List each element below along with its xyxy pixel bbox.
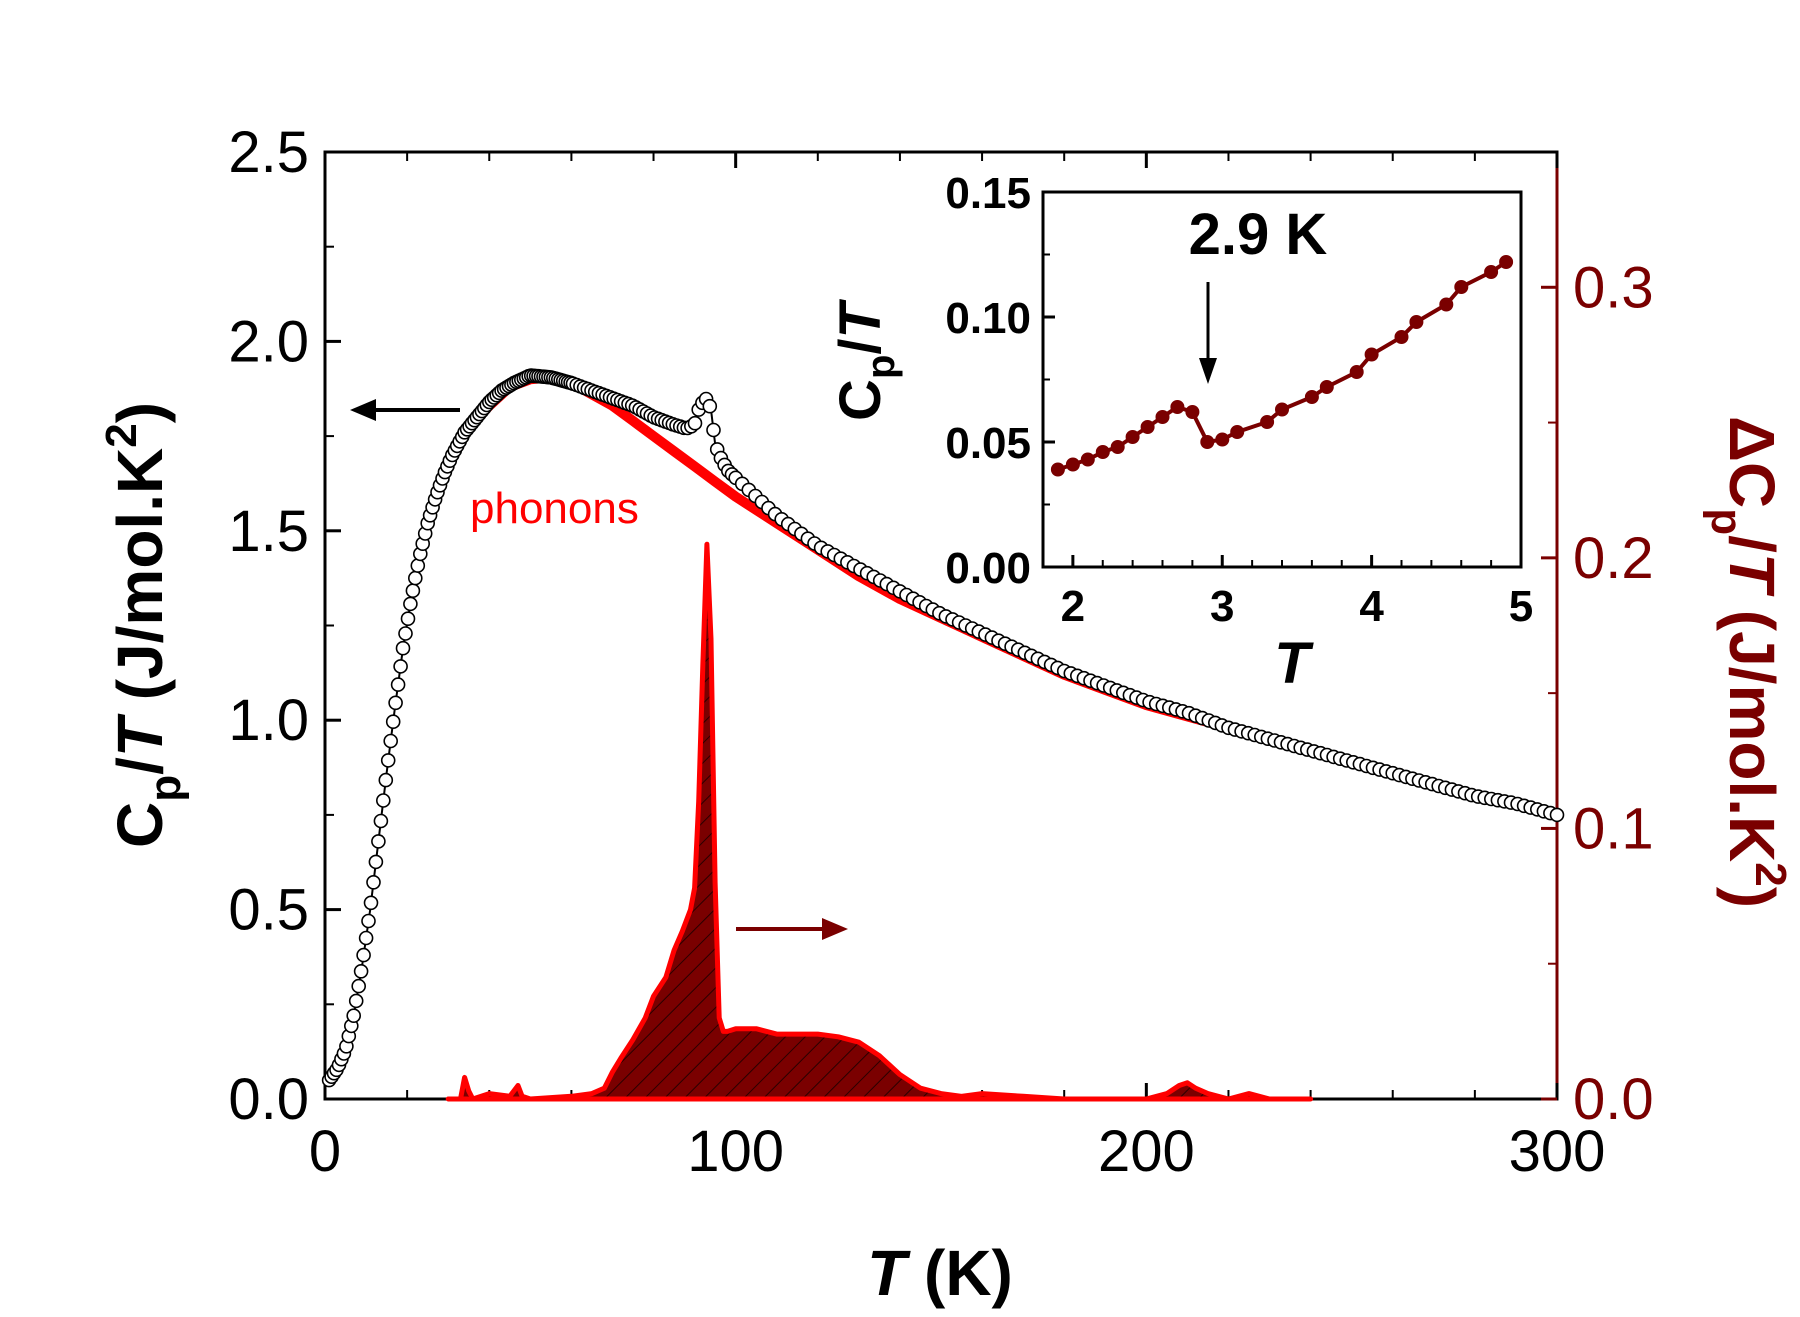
y-left-tick-label: 2.5: [228, 120, 309, 185]
measured-point: [405, 583, 421, 599]
inset-x-axis-title: T: [1274, 631, 1314, 696]
measured-point: [371, 834, 386, 849]
delta-cp-area: [445, 541, 1314, 1102]
x-tick-label: 200: [1098, 1119, 1195, 1184]
inset-point: [1499, 255, 1514, 269]
measured-point: [388, 695, 403, 711]
inset-point: [1349, 365, 1364, 379]
inset-point: [1065, 457, 1080, 472]
inset-point: [1155, 410, 1170, 424]
measured-point: [358, 930, 374, 946]
y-right-tick-label: 0.3: [1573, 255, 1654, 320]
inset-point: [1125, 430, 1140, 444]
measured-point: [363, 895, 379, 911]
inset-point: [1409, 315, 1424, 329]
measured-point: [378, 772, 394, 788]
y-left-tick-label: 0.5: [228, 878, 309, 943]
measured-point: [687, 415, 703, 431]
inset-y-axis-title: Cp/T: [828, 298, 903, 420]
inset-point: [1439, 297, 1454, 312]
y-right-tick-label: 0.2: [1573, 526, 1654, 591]
inset-point: [1200, 435, 1215, 449]
x-axis-title: T (K): [867, 1237, 1013, 1309]
phonons-label: phonons: [470, 484, 639, 533]
inset-x-tick-label: 3: [1210, 582, 1234, 631]
x-tick-label: 0: [309, 1119, 341, 1184]
inset-point: [1319, 380, 1334, 394]
measured-point: [403, 596, 418, 612]
measured-point: [353, 963, 369, 979]
left-axis-arrow: [350, 399, 460, 421]
measured-point: [702, 398, 718, 414]
y-left-axis-title: Cp/T (J/mol.K2): [97, 402, 190, 848]
measured-points: [321, 368, 1565, 1088]
measured-point: [383, 733, 399, 749]
y-left-tick-label: 2.0: [228, 309, 309, 374]
y-left-tick-label: 0.0: [228, 1067, 309, 1132]
inset-y-tick-label: 0.00: [945, 544, 1031, 593]
y-right-tick-label: 0.0: [1573, 1067, 1654, 1132]
measured-point: [361, 913, 376, 929]
inset-point: [1364, 347, 1379, 362]
y-left-tick-label: 1.0: [228, 688, 309, 753]
inset-y-tick-label: 0.15: [945, 169, 1031, 218]
inset-point: [1110, 440, 1125, 454]
right-axis-arrow: [736, 918, 848, 940]
inset-point: [1275, 402, 1289, 417]
inset-point: [1230, 425, 1245, 439]
measured-point: [398, 626, 413, 641]
inset-point: [1484, 265, 1499, 279]
x-tick-label: 100: [687, 1119, 784, 1184]
inset-axis-ticks: 2 3 4 5 0.00 0.05 0.10 0.15: [945, 169, 1533, 631]
measured-point: [390, 677, 406, 692]
measured-point: [393, 659, 408, 674]
x-tick-label: 300: [1509, 1119, 1606, 1184]
measured-point: [348, 993, 364, 1009]
inset-annotation: 2.9 K: [1189, 202, 1328, 267]
inset-point: [1170, 400, 1185, 414]
measured-point: [1549, 807, 1565, 823]
inset-x-tick-label: 4: [1359, 582, 1384, 631]
inset-point: [1215, 432, 1230, 447]
inset-x-tick-label: 5: [1509, 582, 1533, 631]
measured-point: [368, 854, 384, 870]
measured-point: [351, 978, 367, 994]
inset-point: [1304, 390, 1319, 404]
inset-point: [1260, 415, 1275, 429]
measured-point: [407, 570, 423, 586]
measured-point: [373, 813, 389, 829]
inset-annotation-arrow: [1199, 282, 1217, 384]
inset-y-tick-label: 0.05: [945, 419, 1031, 468]
measured-point: [400, 611, 416, 627]
inset-point: [1140, 420, 1155, 434]
inset-point: [1185, 405, 1200, 419]
y-left-tick-label: 1.5: [228, 499, 309, 564]
measured-point: [395, 640, 411, 656]
inset-x-tick-label: 2: [1061, 582, 1085, 631]
y-right-axis-title: ΔCp/T (J/mol.K2): [1702, 416, 1795, 908]
inset-point: [1454, 280, 1469, 294]
inset-points: [1050, 255, 1514, 477]
measured-point: [375, 793, 391, 808]
y-right-tick-label: 0.1: [1573, 796, 1654, 861]
measured-point: [380, 753, 396, 768]
measured-point: [366, 874, 381, 890]
measured-point: [346, 1008, 362, 1024]
inset-point: [1080, 452, 1095, 467]
inset-point: [1050, 462, 1065, 477]
inset-y-tick-label: 0.10: [945, 294, 1031, 343]
measured-point: [410, 558, 426, 573]
measured-point: [385, 714, 401, 730]
measured-point: [356, 947, 371, 963]
inset-background: [1043, 192, 1521, 567]
inset-point: [1095, 445, 1110, 459]
measured-point: [706, 422, 721, 438]
inset-point: [1394, 330, 1409, 344]
